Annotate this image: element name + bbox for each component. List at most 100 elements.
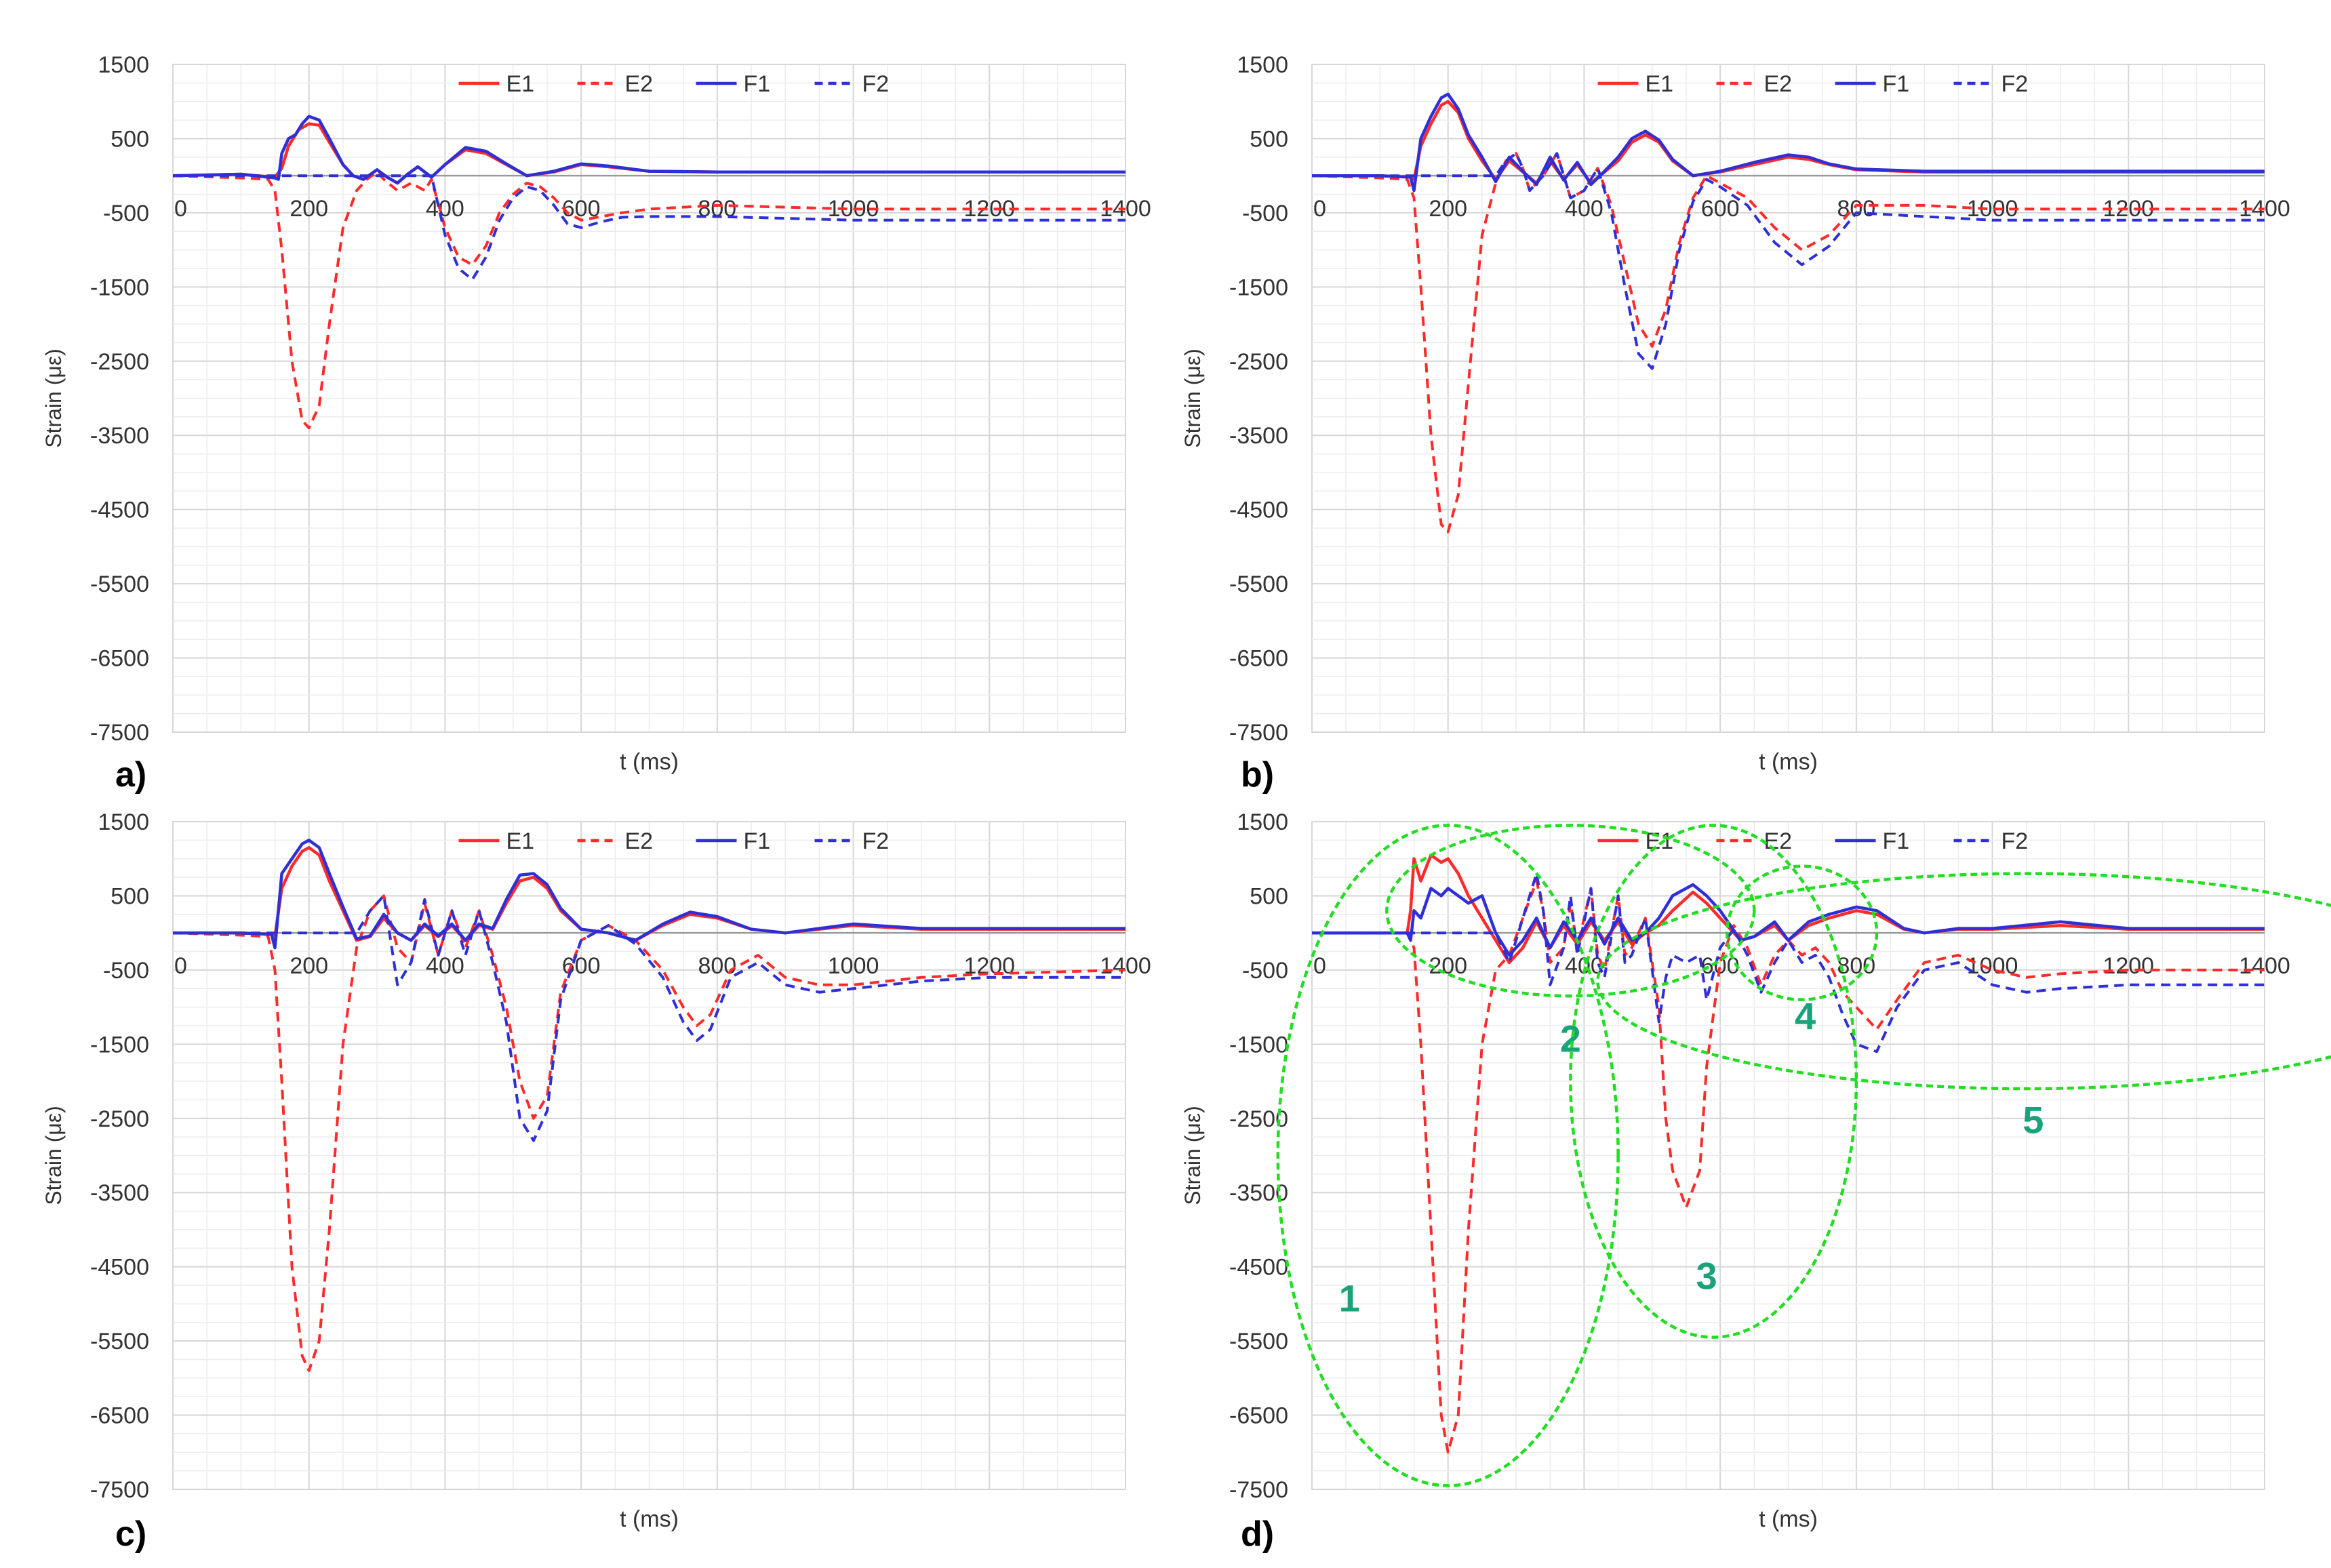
series-line-f1 — [1312, 883, 2265, 957]
y-axis-title: Strain (με) — [1180, 348, 1205, 448]
series-line-f1 — [173, 839, 1125, 950]
legend-label: F2 — [862, 828, 890, 854]
y-tick-label: -3500 — [1229, 1180, 1288, 1206]
legend-label: E1 — [1646, 828, 1674, 854]
x-tick-label: 400 — [426, 196, 464, 222]
y-tick-label: -2500 — [90, 1106, 149, 1132]
x-tick-label: 800 — [698, 953, 736, 979]
y-tick-label: -5500 — [1229, 571, 1288, 597]
y-axis-title: Strain (με) — [41, 348, 66, 448]
legend-label: F2 — [862, 71, 890, 97]
y-axis-title: Strain (με) — [41, 1106, 66, 1205]
x-tick-label: 600 — [1701, 196, 1740, 222]
x-axis-title: t (ms) — [620, 1506, 679, 1532]
annotation-ellipse — [1276, 824, 1620, 1487]
y-tick-label: -6500 — [1229, 646, 1288, 672]
legend-label: E2 — [1764, 71, 1793, 97]
x-axis-title: t (ms) — [1759, 1506, 1818, 1532]
panel-label: c) — [115, 1514, 146, 1554]
chart-panel-b: 1500 500 -500 -1500 -2500 -3500 -4500 -5500 -650… — [1180, 52, 2290, 795]
y-tick-label: -3500 — [1229, 423, 1288, 449]
x-tick-label: 400 — [426, 953, 464, 979]
y-tick-label: -7500 — [1229, 720, 1288, 746]
legend-label: E1 — [506, 828, 535, 854]
series-line-f1 — [172, 115, 1125, 185]
y-tick-label: 1500 — [98, 52, 149, 78]
series-line-e2 — [1312, 879, 2265, 1454]
x-tick-label: 1200 — [2103, 953, 2154, 979]
y-tick-label: -500 — [1242, 958, 1288, 984]
x-tick-label: 200 — [290, 196, 328, 222]
y-tick-label: -5500 — [90, 1329, 149, 1354]
y-tick-label: -1500 — [90, 275, 149, 300]
x-tick-label: 1200 — [963, 196, 1015, 222]
series-line-f1 — [1312, 92, 2265, 193]
annotation-label: 1 — [1339, 1276, 1360, 1319]
legend-label: F2 — [2001, 71, 2029, 97]
legend-label: F1 — [1883, 71, 1910, 97]
y-tick-label: -4500 — [90, 1255, 149, 1281]
legend-label: E1 — [1646, 71, 1674, 97]
y-tick-label: -2500 — [90, 349, 149, 375]
y-tick-label: -6500 — [1229, 1403, 1288, 1429]
legend-label: E2 — [625, 71, 654, 97]
x-tick-label: 600 — [562, 953, 601, 979]
series-line-f2 — [173, 174, 1125, 281]
x-tick-label: 0 — [174, 953, 187, 979]
y-tick-label: 500 — [111, 126, 149, 152]
y-tick-label: 500 — [1250, 883, 1288, 909]
y-tick-label: 500 — [111, 883, 149, 909]
x-tick-label: 200 — [1429, 196, 1467, 222]
annotation-ellipse — [1385, 824, 1756, 998]
legend-label: E2 — [1764, 828, 1793, 854]
annotation-label: 4 — [1795, 994, 1816, 1037]
series-line-f2 — [173, 894, 1125, 1142]
y-tick-label: -4500 — [90, 498, 149, 523]
y-tick-label: 1500 — [98, 809, 149, 835]
x-tick-label: 1400 — [2239, 953, 2290, 979]
series-line-e2 — [172, 170, 1125, 430]
panel-label: a) — [115, 755, 146, 795]
legend-label: E1 — [506, 71, 535, 97]
chart-panel-a: 1500 500 -500 -1500 -2500 -3500 -4500 -5500 -650… — [41, 52, 1151, 795]
x-axis-title: t (ms) — [1759, 749, 1818, 775]
y-tick-label: -500 — [103, 958, 149, 984]
panel-label: d) — [1241, 1514, 1274, 1554]
y-tick-label: -3500 — [90, 1180, 149, 1206]
y-tick-label: -6500 — [90, 1403, 149, 1429]
y-tick-label: 1500 — [1237, 52, 1288, 78]
x-tick-label: 1000 — [1967, 953, 2018, 979]
legend-label: F2 — [2001, 828, 2029, 854]
y-tick-label: -2500 — [1229, 349, 1288, 375]
y-tick-label: -7500 — [90, 720, 149, 746]
chart-panel-c: 1500 500 -500 -1500 -2500 -3500 -4500 -5500 -650… — [41, 809, 1151, 1554]
legend-label: E2 — [625, 828, 654, 854]
y-tick-label: -1500 — [90, 1032, 149, 1058]
x-tick-label: 400 — [1565, 196, 1603, 222]
x-tick-label: 200 — [1429, 953, 1467, 979]
x-tick-label: 1400 — [1100, 953, 1151, 979]
y-tick-label: 1500 — [1237, 809, 1288, 835]
y-tick-label: -500 — [1242, 201, 1288, 226]
series-line-f2 — [1312, 152, 2265, 370]
y-tick-label: -4500 — [1229, 1255, 1288, 1281]
y-axis-title: Strain (με) — [1180, 1106, 1205, 1205]
y-tick-label: 500 — [1250, 126, 1288, 152]
panel-label: b) — [1241, 755, 1274, 795]
annotation-label: 3 — [1696, 1255, 1717, 1298]
series-line-f2 — [1312, 872, 2265, 1053]
x-tick-label: 200 — [290, 953, 328, 979]
chart-panel-d: 1500500-500-1500-2500-3500-4500-5500-650… — [1180, 809, 2331, 1554]
x-tick-label: 800 — [1837, 953, 1875, 979]
y-tick-label: -5500 — [1229, 1329, 1288, 1354]
y-tick-label: -7500 — [1229, 1477, 1288, 1503]
x-tick-label: 1000 — [828, 953, 879, 979]
x-tick-label: 0 — [174, 196, 187, 222]
annotation-label: 5 — [2023, 1099, 2044, 1142]
x-tick-label: 800 — [1837, 196, 1875, 222]
y-tick-label: -1500 — [1229, 275, 1288, 300]
y-tick-label: -6500 — [90, 646, 149, 672]
annotation-ellipse — [1725, 864, 1879, 1001]
y-tick-label: -1500 — [1229, 1032, 1288, 1058]
